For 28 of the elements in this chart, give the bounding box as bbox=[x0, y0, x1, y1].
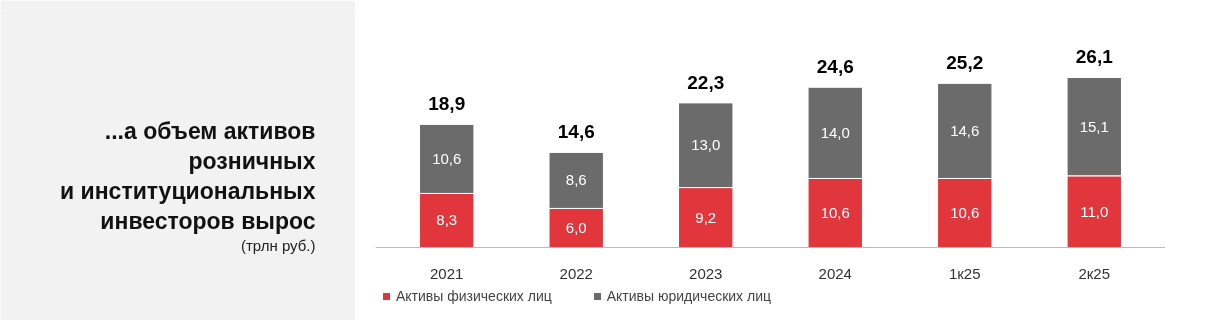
data-label: 8,3 bbox=[436, 211, 458, 229]
legend-label: Активы физических лиц bbox=[396, 288, 552, 304]
data-label: 10,6 bbox=[432, 149, 462, 167]
total-label: 14,6 bbox=[557, 121, 595, 143]
x-tick-label: 2024 bbox=[818, 265, 852, 283]
data-label: 6,0 bbox=[565, 218, 587, 236]
x-tick-label: 2023 bbox=[689, 265, 723, 283]
total-label: 25,2 bbox=[946, 52, 984, 74]
total-label: 22,3 bbox=[687, 71, 725, 93]
x-tick-label: 2022 bbox=[559, 265, 593, 283]
data-label: 14,6 bbox=[950, 121, 980, 139]
legend-label: Активы юридических лиц bbox=[606, 288, 772, 304]
data-label: 8,6 bbox=[565, 171, 587, 189]
total-label: 18,9 bbox=[428, 93, 466, 115]
data-label: 10,6 bbox=[950, 203, 980, 221]
total-label: 24,6 bbox=[816, 56, 854, 78]
data-label: 11,0 bbox=[1080, 202, 1109, 220]
data-label: 15,1 bbox=[1079, 117, 1109, 135]
x-tick-label: 2021 bbox=[430, 265, 464, 283]
x-tick-label: 1к25 bbox=[948, 265, 981, 283]
data-label: 14,0 bbox=[820, 123, 850, 141]
text: (трлн руб.) bbox=[241, 237, 316, 254]
data-label: 9,2 bbox=[695, 208, 717, 226]
total-label: 26,1 bbox=[1075, 46, 1114, 68]
text: ...а объем активов розничных и институциональных инвесторов вырос bbox=[60, 117, 316, 234]
data-label: 10,6 bbox=[820, 203, 850, 221]
data-label: 13,0 bbox=[691, 136, 721, 154]
x-tick-label: 2к25 bbox=[1078, 265, 1111, 283]
